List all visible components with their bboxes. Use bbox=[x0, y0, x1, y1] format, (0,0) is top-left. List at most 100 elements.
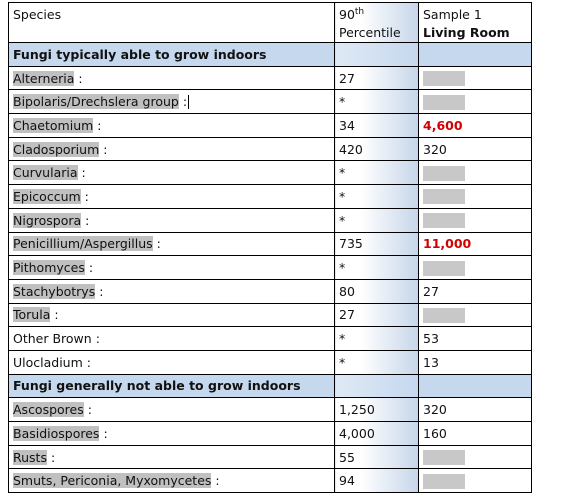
percentile-cell: 27 bbox=[334, 302, 419, 328]
blank-value-box bbox=[423, 165, 465, 181]
blank-value-box bbox=[423, 260, 465, 276]
sample-cell bbox=[418, 184, 532, 209]
species-colon: : bbox=[88, 260, 94, 276]
sample-cell bbox=[418, 255, 532, 280]
species-colon: : bbox=[54, 307, 59, 323]
sample-cell: 320 bbox=[418, 136, 532, 162]
sample-cell: 160 bbox=[418, 421, 532, 446]
sample-cell: 11,000 bbox=[418, 231, 532, 257]
table-row: Ulocladium : * 13 bbox=[8, 349, 532, 375]
species-colon: : bbox=[215, 473, 220, 489]
percentile-value: * bbox=[339, 331, 346, 347]
sample-cell: 4,600 bbox=[418, 113, 532, 138]
table-row: Pithomyces : * bbox=[8, 255, 532, 280]
table-row: Torula :27 bbox=[8, 302, 532, 328]
species-name: Chaetomium bbox=[13, 117, 94, 133]
percentile-value: 55 bbox=[339, 449, 355, 465]
species-cell: Torula : bbox=[8, 302, 335, 328]
species-colon: : bbox=[182, 93, 188, 109]
section-row-indoor: Fungi typically able to grow indoors bbox=[8, 42, 532, 67]
species-name: Torula bbox=[13, 307, 51, 323]
percentile-value: * bbox=[339, 188, 346, 204]
species-cell: Bipolaris/Drechslera group : bbox=[8, 89, 335, 115]
species-cell: Stachybotrys : bbox=[8, 278, 335, 304]
percentile-cell: 4,000 bbox=[334, 421, 419, 446]
sample-value: 4,600 bbox=[423, 117, 463, 133]
indoor-rows: Alterneria :27 Bipolaris/Drechslera group… bbox=[8, 65, 532, 375]
table-row: Alterneria :27 bbox=[8, 65, 532, 91]
percentile-cell: 1,250 bbox=[334, 397, 419, 422]
percentile-value: * bbox=[339, 260, 346, 276]
percentile-value: 1,250 bbox=[339, 402, 375, 418]
section-title-indoor: Fungi typically able to grow indoors bbox=[8, 42, 335, 67]
percentile-cell: 735 bbox=[334, 231, 419, 257]
percentile-value: 420 bbox=[339, 141, 363, 157]
species-cell: Curvularia : bbox=[8, 160, 335, 186]
percentile-cell: * bbox=[334, 255, 419, 280]
blank-value-box bbox=[423, 94, 465, 110]
percentile-header: 90th Percentile bbox=[334, 2, 419, 43]
section-sample-indoor bbox=[418, 42, 532, 67]
blank-value-box bbox=[423, 450, 465, 466]
species-colon: : bbox=[97, 117, 102, 133]
percentile-value: 4,000 bbox=[339, 425, 375, 441]
species-cell: Ulocladium : bbox=[8, 349, 335, 375]
percentile-cell: * bbox=[334, 326, 419, 351]
sample-location: Living Room bbox=[423, 25, 510, 40]
table-row: Other Brown : * 53 bbox=[8, 326, 532, 351]
table-row: Cladosporium :420 320 bbox=[8, 136, 532, 162]
sample-cell bbox=[418, 444, 532, 470]
percentile-suffix: th bbox=[354, 6, 365, 17]
sample-label: Sample 1 bbox=[423, 7, 482, 22]
percentile-value: * bbox=[339, 165, 346, 181]
species-name: Pithomyces bbox=[13, 260, 85, 276]
species-cell: Epicoccum : bbox=[8, 184, 335, 209]
species-cell: Rusts : bbox=[8, 444, 335, 470]
percentile-cell: * bbox=[334, 160, 419, 186]
species-name: Rusts bbox=[13, 449, 47, 465]
species-name: Nigrospora bbox=[13, 212, 82, 228]
percentile-label: Percentile bbox=[339, 25, 401, 40]
percentile-cell: * bbox=[334, 89, 419, 115]
species-name: Ascospores bbox=[13, 402, 84, 418]
sample-cell: 53 bbox=[418, 326, 532, 351]
percentile-cell: 55 bbox=[334, 444, 419, 470]
species-name: Bipolaris/Drechslera group bbox=[13, 93, 179, 109]
sample-cell bbox=[418, 160, 532, 186]
species-cell: Ascospores : bbox=[8, 397, 335, 422]
percentile-cell: 420 bbox=[334, 136, 419, 162]
species-colon: : bbox=[103, 425, 108, 441]
sample-value: 160 bbox=[423, 425, 447, 441]
percentile-value: 27 bbox=[339, 70, 355, 86]
species-cell: Basidiospores : bbox=[8, 421, 335, 446]
table-row: Nigrospora : * bbox=[8, 207, 532, 233]
sample-cell: 27 bbox=[418, 278, 532, 304]
blank-value-box bbox=[423, 71, 465, 87]
percentile-cell: * bbox=[334, 349, 419, 375]
species-colon: : bbox=[99, 283, 104, 299]
sample-value: 320 bbox=[423, 402, 447, 418]
table-row: Epicoccum : * bbox=[8, 184, 532, 209]
table-row: Rusts :55 bbox=[8, 444, 532, 470]
sample-cell: 13 bbox=[418, 349, 532, 375]
sample-value: 13 bbox=[423, 354, 439, 370]
sample-value: 53 bbox=[423, 331, 439, 347]
species-colon: : bbox=[81, 165, 86, 181]
species-colon: : bbox=[78, 70, 83, 86]
table-row: Ascospores :1,250 320 bbox=[8, 397, 532, 422]
blank-value-box bbox=[423, 189, 465, 205]
species-name: Basidiospores bbox=[13, 425, 100, 441]
table-row: Chaetomium :34 4,600 bbox=[8, 113, 532, 138]
table-row: Curvularia : * bbox=[8, 160, 532, 186]
species-cell: Chaetomium : bbox=[8, 113, 335, 138]
species-name: Penicillium/Aspergillus bbox=[13, 236, 153, 252]
section-sample-outdoor bbox=[418, 373, 532, 399]
species-cell: Cladosporium : bbox=[8, 136, 335, 162]
percentile-value: 80 bbox=[339, 283, 355, 299]
species-name: Other Brown bbox=[13, 331, 92, 347]
species-colon: : bbox=[50, 449, 56, 465]
species-cell: Nigrospora : bbox=[8, 207, 335, 233]
species-colon: : bbox=[85, 212, 90, 228]
table-row: Smuts, Periconia, Myxomycetes :94 bbox=[8, 468, 532, 494]
sample-value: 11,000 bbox=[423, 236, 472, 252]
